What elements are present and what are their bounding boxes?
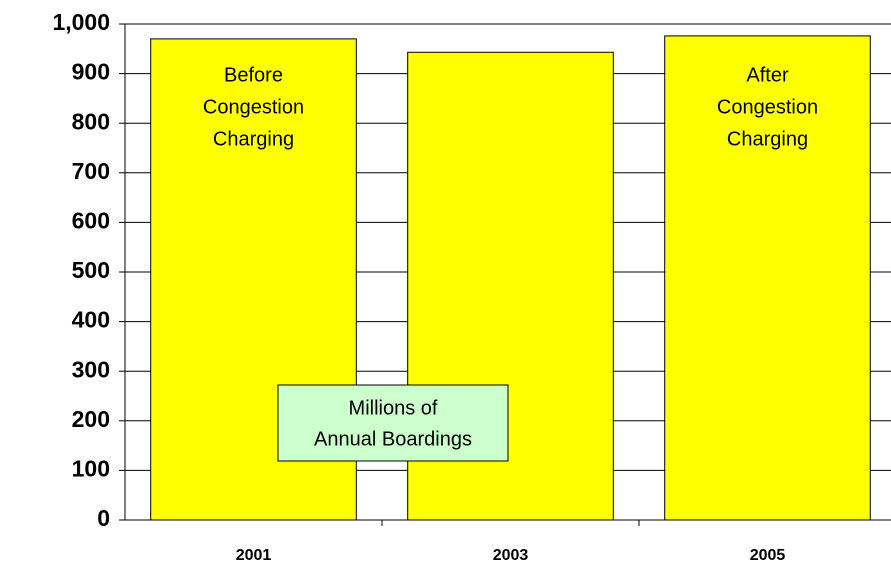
y-tick-label: 0 <box>97 505 110 531</box>
annotation: Charging <box>213 128 294 150</box>
y-tick-label: 500 <box>72 257 110 283</box>
y-tick-label: 100 <box>72 455 110 481</box>
y-tick-label: 400 <box>72 307 110 333</box>
y-tick-label: 900 <box>72 59 110 85</box>
x-tick-label: 2001 <box>236 547 272 564</box>
annotation: Before <box>224 64 283 86</box>
y-tick-label: 300 <box>72 356 110 382</box>
y-tick-label: 600 <box>72 207 110 233</box>
annotation: Millions of <box>349 397 438 419</box>
y-tick-label: 800 <box>72 108 110 134</box>
annotation: After <box>746 64 789 86</box>
annotation: Charging <box>727 128 808 150</box>
y-tick-label: 200 <box>72 406 110 432</box>
y-tick-label: 700 <box>72 158 110 184</box>
x-tick-label: 2003 <box>493 547 529 564</box>
x-tick-label: 2005 <box>750 547 786 564</box>
y-tick-label: 1,000 <box>52 9 110 35</box>
annotation: Congestion <box>203 96 304 118</box>
annotation-box <box>277 384 509 462</box>
annotation: Annual Boardings <box>314 428 472 450</box>
annotation: Congestion <box>717 96 818 118</box>
